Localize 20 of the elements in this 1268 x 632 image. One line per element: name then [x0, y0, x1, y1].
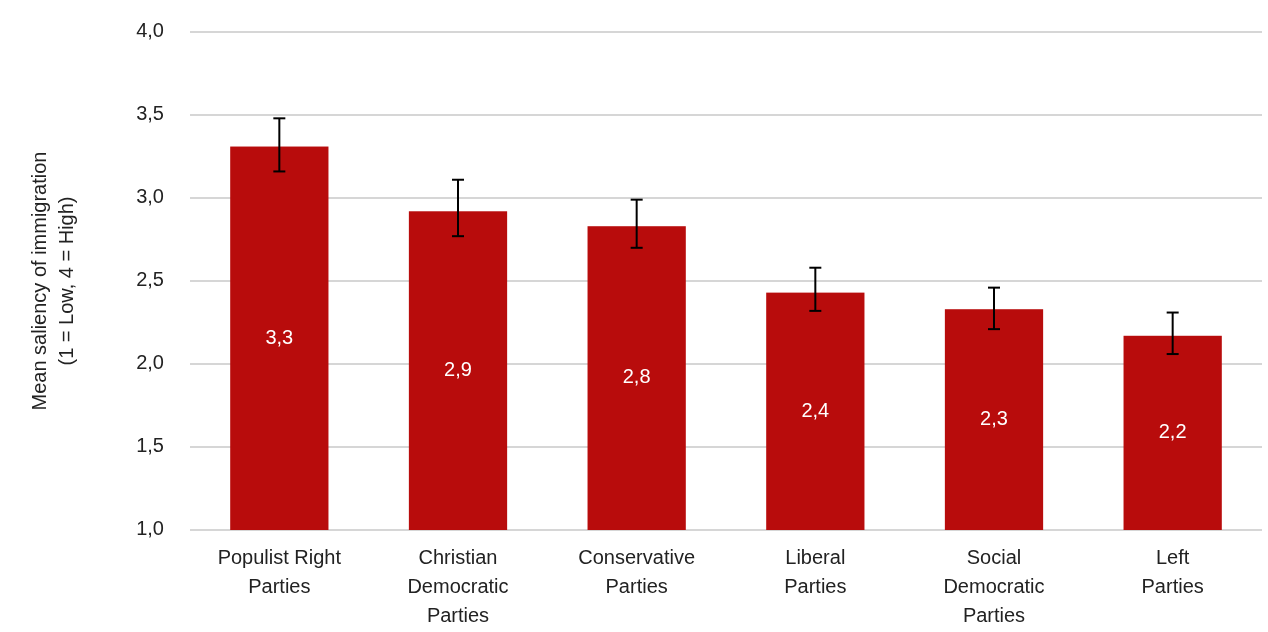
y-tick-label: 4,0 — [136, 19, 164, 42]
data-label: 2,2 — [1158, 420, 1187, 443]
y-tick-label: 1,5 — [136, 434, 164, 457]
y-axis-title: Mean saliency of immigration (1 = Low, 4 = High) — [28, 151, 77, 411]
data-label: 2,4 — [801, 398, 830, 421]
y-tick-label: 1,0 — [136, 517, 164, 540]
x-tick-label: Liberal Parties — [784, 546, 847, 597]
data-label: 2,9 — [444, 357, 472, 380]
x-tick-label: Christian Democratic Parties — [407, 546, 509, 626]
y-tick-label: 3,5 — [136, 102, 164, 125]
x-tick-label: Conservative Parties — [578, 546, 696, 597]
x-tick-label: Left Parties — [1141, 546, 1204, 597]
y-tick-label: 2,0 — [136, 351, 164, 374]
data-label: 2,8 — [622, 365, 651, 388]
y-tick-label: 3,0 — [136, 185, 164, 208]
x-tick-label: Populist Right Parties — [217, 546, 342, 597]
y-tick-label: 2,5 — [136, 268, 164, 291]
data-label: 3,3 — [265, 325, 294, 348]
data-label: 2,3 — [980, 406, 1008, 429]
x-tick-label: Social Democratic Parties — [943, 546, 1045, 626]
